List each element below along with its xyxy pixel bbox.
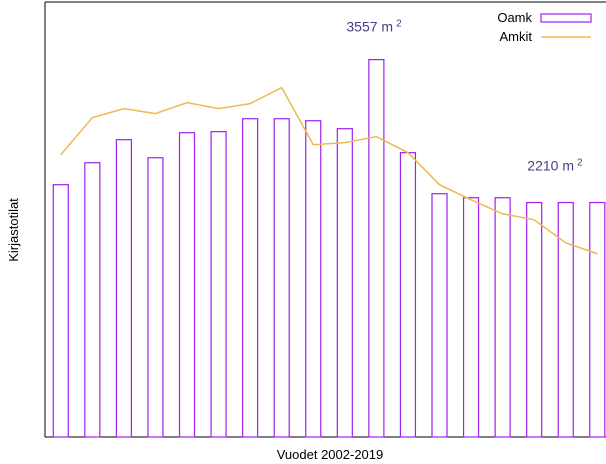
legend-label: Oamk [497,10,532,25]
bar [462,197,480,438]
x-axis-label: Vuodet 2002-2019 [277,447,384,462]
bar [494,197,511,438]
bar [52,184,69,438]
bar [526,201,543,438]
bar [399,152,417,438]
line [60,86,598,255]
bar [115,139,133,438]
annotation-text: 2210 m [527,158,574,174]
bar [368,59,385,438]
bar [589,201,606,438]
bar [431,193,448,438]
bar [557,201,574,438]
legend-label: Amkit [500,29,533,44]
y-axis-label: Kirjastotilat [6,198,21,262]
legend-swatch [540,13,592,23]
bar [178,132,196,438]
annotation-sup: 2 [396,19,402,30]
bar [336,128,353,438]
bar [242,118,259,438]
annotation-sup: 2 [577,158,583,169]
bar [305,120,322,438]
bar [84,162,101,438]
annotation-text: 3557 m [346,19,393,35]
bar [210,131,227,438]
bar [147,157,164,438]
bar [273,118,290,438]
